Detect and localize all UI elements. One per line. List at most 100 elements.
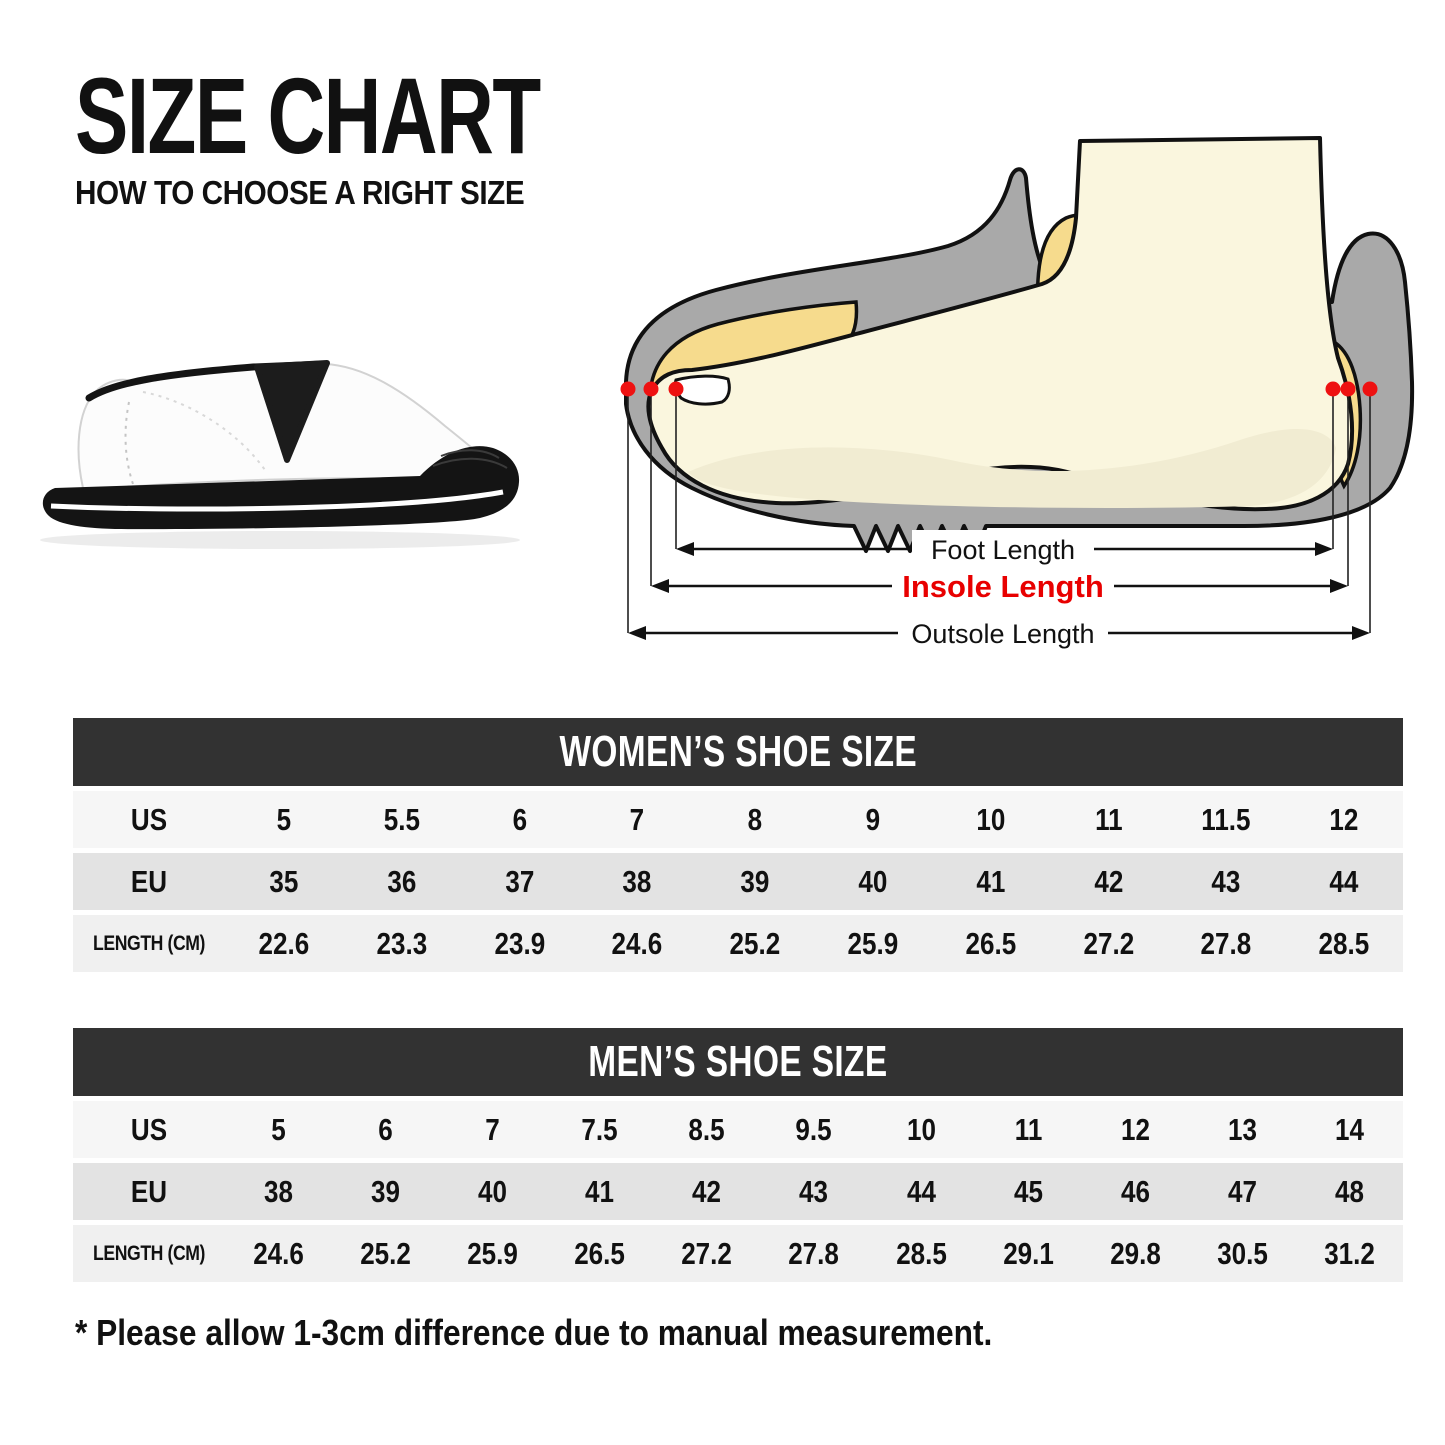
shoe-shadow [40, 531, 520, 549]
size-cell: 48 [1334, 1173, 1364, 1209]
size-cell: 42 [1094, 863, 1123, 899]
shoe-image [40, 360, 520, 549]
shoe-elastic-gore [254, 360, 330, 463]
measurement-note-text: * Please allow 1-3cm difference due to m… [75, 1312, 993, 1353]
mens-table-rows: US 5 6 7 7.5 8.5 9.5 10 11 12 13 14 EU 38 39 40 41 42 43 44… [73, 1101, 1403, 1282]
size-cell: 7.5 [581, 1111, 618, 1147]
table-row: US 5 5.5 6 7 8 9 10 11 11.5 12 [73, 791, 1403, 848]
title-block: SIZE CHART HOW TO CHOOSE A RIGHT SIZE [75, 62, 703, 212]
row-label: US [130, 1111, 168, 1147]
size-cell: 27.8 [788, 1235, 840, 1271]
diagram-foot [646, 136, 1355, 512]
row-label: EU [130, 863, 168, 899]
size-cell: 11 [1094, 801, 1123, 837]
size-cell: 11 [1014, 1111, 1042, 1147]
size-cell: 38 [622, 863, 652, 899]
size-cell: 10 [976, 801, 1006, 837]
size-cell: 24.6 [611, 925, 663, 961]
table-row: LENGTH (CM) 22.6 23.3 23.9 24.6 25.2 25.9 26.5 2… [73, 915, 1403, 972]
page-title: SIZE CHART [75, 55, 541, 176]
shoe-collar-trim [85, 360, 329, 402]
size-cell: 9 [865, 801, 881, 837]
mens-table-title: MEN’S SHOE SIZE [73, 1028, 1403, 1096]
foot-length-label: Foot Length [931, 535, 1075, 565]
mens-size-table: MEN’S SHOE SIZE US 5 6 7 7.5 8.5 9.5 10 11 12 13 14… [73, 1028, 1403, 1282]
womens-size-table: WOMEN’S SHOE SIZE US 5 5.5 6 7 8 9 10 11 11.5 12 EU… [73, 718, 1403, 972]
size-cell: 35 [269, 863, 299, 899]
size-cell: 40 [478, 1173, 508, 1209]
size-cell: 14 [1334, 1111, 1364, 1147]
size-cell: 13 [1227, 1111, 1257, 1147]
size-cell: 36 [387, 863, 417, 899]
size-cell: 38 [264, 1173, 294, 1209]
size-cell: 25.2 [729, 925, 781, 961]
size-cell: 31.2 [1324, 1235, 1375, 1271]
size-cell: 43 [799, 1173, 829, 1209]
size-cell: 29.1 [1002, 1235, 1054, 1271]
row-label: US [130, 801, 168, 837]
size-cell: 22.6 [258, 925, 310, 961]
size-cell: 27.2 [1083, 925, 1134, 961]
womens-table-title: WOMEN’S SHOE SIZE [73, 718, 1403, 786]
size-cell: 43 [1211, 863, 1241, 899]
size-cell: 11.5 [1201, 801, 1251, 837]
size-cell: 25.9 [847, 925, 899, 961]
size-cell: 25.9 [467, 1235, 519, 1271]
size-cell: 12 [1120, 1111, 1150, 1147]
table-row: EU 38 39 40 41 42 43 44 45 46 47 48 [73, 1163, 1403, 1220]
size-cell: 26.5 [574, 1235, 626, 1271]
size-cell: 23.3 [376, 925, 428, 961]
shoe-sole-stripe [50, 489, 504, 512]
size-cell: 44 [1329, 863, 1359, 899]
row-label: LENGTH (CM) [93, 931, 205, 955]
insole-length-label: Insole Length [902, 569, 1104, 604]
measurement-marker-dots [620, 381, 1378, 397]
size-cell: 30.5 [1217, 1235, 1268, 1271]
size-cell: 7 [630, 801, 645, 837]
size-cell: 8 [747, 801, 763, 837]
size-cell: 8.5 [688, 1111, 726, 1147]
size-cell: 28.5 [1318, 925, 1370, 961]
size-cell: 6 [512, 801, 527, 837]
size-cell: 44 [906, 1173, 936, 1209]
table-row: EU 35 36 37 38 39 40 41 42 43 44 [73, 853, 1403, 910]
size-cell: 27.2 [681, 1235, 733, 1271]
size-cell: 12 [1329, 801, 1359, 837]
foot-length-dimension: Foot Length [676, 530, 1333, 567]
page-subtitle: HOW TO CHOOSE A RIGHT SIZE [75, 174, 525, 211]
size-cell: 42 [692, 1173, 722, 1209]
size-cell: 39 [371, 1173, 401, 1209]
size-cell: 45 [1013, 1173, 1043, 1209]
foot-measurement-diagram: Foot Length Insole Length Outsole Length [620, 136, 1415, 651]
table-row: LENGTH (CM) 24.6 25.2 25.9 26.5 27.2 27.8 28.5 2… [73, 1225, 1403, 1282]
insole-length-dimension: Insole Length [651, 567, 1348, 607]
row-label: LENGTH (CM) [93, 1241, 205, 1265]
measurement-note: * Please allow 1-3cm difference due to m… [75, 1312, 1117, 1354]
size-cell: 39 [740, 863, 770, 899]
size-cell: 41 [976, 863, 1006, 899]
size-cell: 23.9 [494, 925, 545, 961]
outsole-length-dimension: Outsole Length [628, 614, 1370, 651]
size-cell: 47 [1227, 1173, 1257, 1209]
table-title-text: WOMEN’S SHOE SIZE [559, 727, 917, 776]
shoe-stitching [142, 391, 266, 471]
womens-table-rows: US 5 5.5 6 7 8 9 10 11 11.5 12 EU 35 36 37 38 39 40 41 42 43… [73, 791, 1403, 972]
size-cell: 41 [585, 1173, 615, 1209]
size-cell: 9.5 [795, 1111, 833, 1147]
shoe-stitching [124, 401, 134, 485]
size-cell: 40 [858, 863, 888, 899]
size-cell: 28.5 [895, 1235, 947, 1271]
size-cell: 25.2 [360, 1235, 411, 1271]
table-row: US 5 6 7 7.5 8.5 9.5 10 11 12 13 14 [73, 1101, 1403, 1158]
size-cell: 6 [378, 1111, 393, 1147]
size-cell: 26.5 [965, 925, 1017, 961]
size-cell: 37 [505, 863, 534, 899]
size-cell: 7 [485, 1111, 500, 1147]
table-title-text: MEN’S SHOE SIZE [588, 1037, 888, 1086]
size-cell: 24.6 [253, 1235, 304, 1271]
size-cell: 5.5 [383, 801, 420, 837]
outsole-length-label: Outsole Length [911, 619, 1094, 649]
size-cell: 5 [276, 801, 292, 837]
shoe-toecap-texture [432, 449, 508, 469]
size-cell: 29.8 [1109, 1235, 1161, 1271]
